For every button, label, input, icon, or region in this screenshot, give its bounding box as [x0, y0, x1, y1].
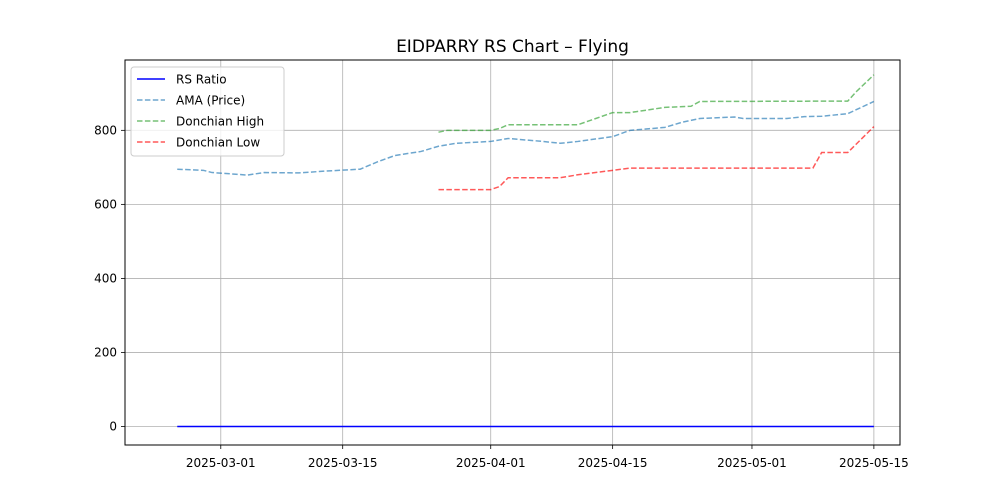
y-tick-label: 400 — [94, 271, 117, 285]
y-tick-label: 0 — [109, 419, 117, 433]
legend-label-rs-ratio: RS Ratio — [176, 73, 227, 87]
y-axis: 0 200 400 600 800 — [94, 123, 125, 433]
y-tick-label: 600 — [94, 197, 117, 211]
x-tick-label: 2025-05-15 — [839, 456, 909, 470]
y-tick-label: 200 — [94, 345, 117, 359]
series-layer — [177, 74, 875, 428]
x-tick-label: 2025-04-15 — [578, 456, 648, 470]
legend-box — [130, 66, 285, 157]
x-tick-label: 2025-03-15 — [308, 456, 378, 470]
legend-label-ama-price: AMA (Price) — [176, 94, 245, 108]
y-tick-label: 800 — [94, 123, 117, 137]
series-line-donchian-low — [438, 126, 875, 191]
plot-area-frame — [124, 59, 901, 446]
series-line-ama-price — [177, 100, 875, 176]
x-axis: 2025-03-01 2025-03-15 2025-04-01 2025-04-15… — [186, 445, 909, 470]
legend-label-donchian-low: Donchian Low — [176, 136, 260, 150]
x-tick-label: 2025-03-01 — [186, 456, 256, 470]
x-tick-label: 2025-05-01 — [717, 456, 787, 470]
series-line-donchian-high — [438, 74, 875, 133]
legend: RS Ratio AMA (Price) Donchian High Donchian… — [130, 66, 285, 157]
legend-label-donchian-high: Donchian High — [176, 115, 264, 129]
x-tick-label: 2025-04-01 — [456, 456, 526, 470]
chart-title: EIDPARRY RS Chart – Flying — [396, 37, 629, 57]
